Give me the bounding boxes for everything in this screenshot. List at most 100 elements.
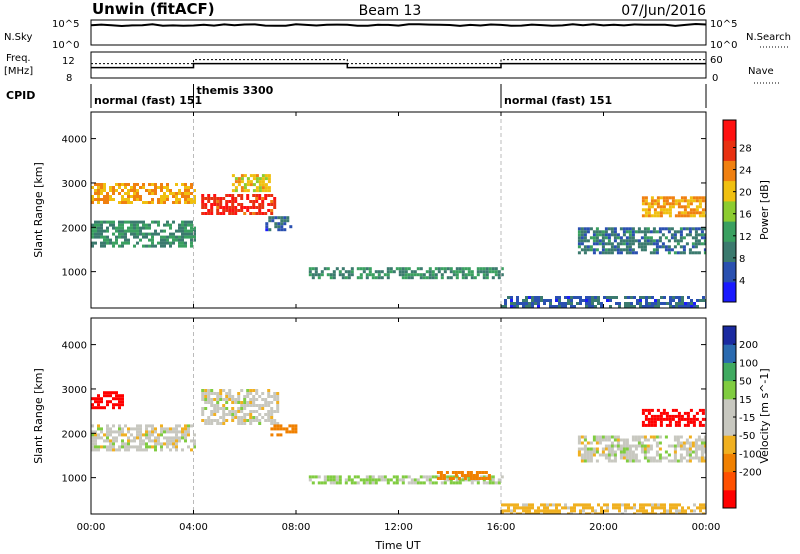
data-cell bbox=[573, 506, 576, 510]
data-cell bbox=[627, 506, 630, 510]
data-cell bbox=[643, 233, 647, 237]
data-cell bbox=[643, 453, 647, 457]
data-cell bbox=[688, 230, 692, 234]
data-cell bbox=[458, 481, 462, 485]
data-cell bbox=[112, 189, 115, 192]
data-cell bbox=[652, 459, 656, 463]
data-cell bbox=[103, 183, 106, 186]
data-cell bbox=[323, 267, 327, 271]
data-cell bbox=[410, 478, 414, 482]
data-cell bbox=[625, 230, 629, 234]
data-cell bbox=[660, 503, 663, 507]
data-cell bbox=[607, 453, 611, 457]
data-cell bbox=[97, 424, 100, 428]
data-cell bbox=[249, 389, 253, 392]
data-cell bbox=[169, 235, 172, 239]
data-cell bbox=[112, 241, 115, 245]
data-cell bbox=[437, 267, 441, 271]
data-cell bbox=[222, 407, 226, 410]
data-cell bbox=[175, 436, 178, 440]
data-cell bbox=[112, 445, 115, 449]
data-cell bbox=[175, 424, 178, 428]
data-cell bbox=[647, 411, 651, 415]
data-cell bbox=[288, 424, 292, 428]
data-cell bbox=[252, 189, 256, 193]
data-cell bbox=[457, 471, 461, 474]
data-cell bbox=[166, 439, 169, 443]
data-cell bbox=[273, 398, 277, 401]
data-cell bbox=[100, 223, 103, 227]
data-cell bbox=[228, 398, 232, 401]
data-cell bbox=[231, 203, 235, 206]
data-cell bbox=[106, 201, 109, 204]
data-cell bbox=[600, 512, 603, 514]
data-cell bbox=[583, 245, 587, 249]
data-cell bbox=[630, 506, 633, 510]
data-cell bbox=[389, 478, 393, 482]
data-cell bbox=[252, 410, 256, 413]
data-cell bbox=[679, 236, 683, 240]
data-cell bbox=[240, 422, 244, 425]
data-cell bbox=[679, 441, 683, 445]
data-cell bbox=[664, 227, 668, 231]
data-cell bbox=[91, 430, 94, 434]
data-cell bbox=[204, 197, 208, 200]
data-cell bbox=[139, 427, 142, 431]
colorbar-swatch bbox=[723, 160, 736, 182]
data-cell bbox=[700, 236, 704, 240]
data-cell bbox=[466, 471, 470, 474]
data-cell bbox=[163, 198, 166, 201]
colorbar-swatch bbox=[723, 380, 736, 400]
colorbar-tick-label: 12 bbox=[739, 232, 752, 243]
data-cell bbox=[201, 407, 205, 410]
data-cell bbox=[359, 478, 363, 482]
data-cell bbox=[583, 438, 587, 442]
data-cell bbox=[582, 503, 585, 507]
data-cell bbox=[252, 398, 256, 401]
data-cell bbox=[634, 453, 638, 457]
data-cell bbox=[640, 242, 644, 246]
data-cell bbox=[184, 226, 187, 230]
data-cell bbox=[264, 398, 268, 401]
data-cell bbox=[431, 276, 435, 280]
data-cell bbox=[97, 186, 100, 189]
data-cell bbox=[677, 420, 681, 424]
data-cell bbox=[109, 186, 112, 189]
data-cell bbox=[631, 248, 635, 252]
data-cell bbox=[625, 447, 629, 451]
data-cell bbox=[374, 481, 378, 485]
data-cell bbox=[124, 192, 127, 195]
data-cell bbox=[145, 201, 148, 204]
colorbar-swatch bbox=[723, 241, 736, 262]
data-cell bbox=[270, 427, 274, 431]
colorbar-swatch bbox=[723, 453, 736, 473]
data-cell bbox=[695, 211, 699, 215]
data-cell bbox=[655, 248, 659, 252]
data-cell bbox=[201, 398, 205, 401]
data-cell bbox=[442, 477, 446, 480]
data-cell bbox=[273, 419, 277, 422]
data-cell bbox=[178, 235, 181, 239]
data-cell bbox=[655, 444, 659, 448]
data-cell bbox=[210, 422, 214, 425]
data-cell bbox=[690, 299, 693, 302]
data-cell bbox=[234, 177, 238, 181]
data-cell bbox=[606, 506, 609, 510]
data-cell bbox=[163, 241, 166, 245]
data-cell bbox=[616, 441, 620, 445]
data-cell bbox=[377, 478, 381, 482]
data-cell bbox=[265, 222, 269, 226]
data-cell bbox=[97, 223, 100, 227]
data-cell bbox=[237, 398, 241, 401]
data-cell bbox=[285, 427, 289, 431]
data-cell bbox=[154, 244, 157, 248]
data-cell bbox=[665, 414, 669, 418]
data-cell bbox=[640, 248, 644, 252]
data-cell bbox=[467, 478, 471, 482]
data-cell bbox=[689, 417, 693, 421]
data-cell bbox=[201, 212, 205, 215]
data-cell bbox=[434, 475, 438, 479]
data-cell bbox=[94, 229, 97, 233]
data-cell bbox=[689, 214, 693, 218]
data-cell bbox=[701, 214, 705, 218]
